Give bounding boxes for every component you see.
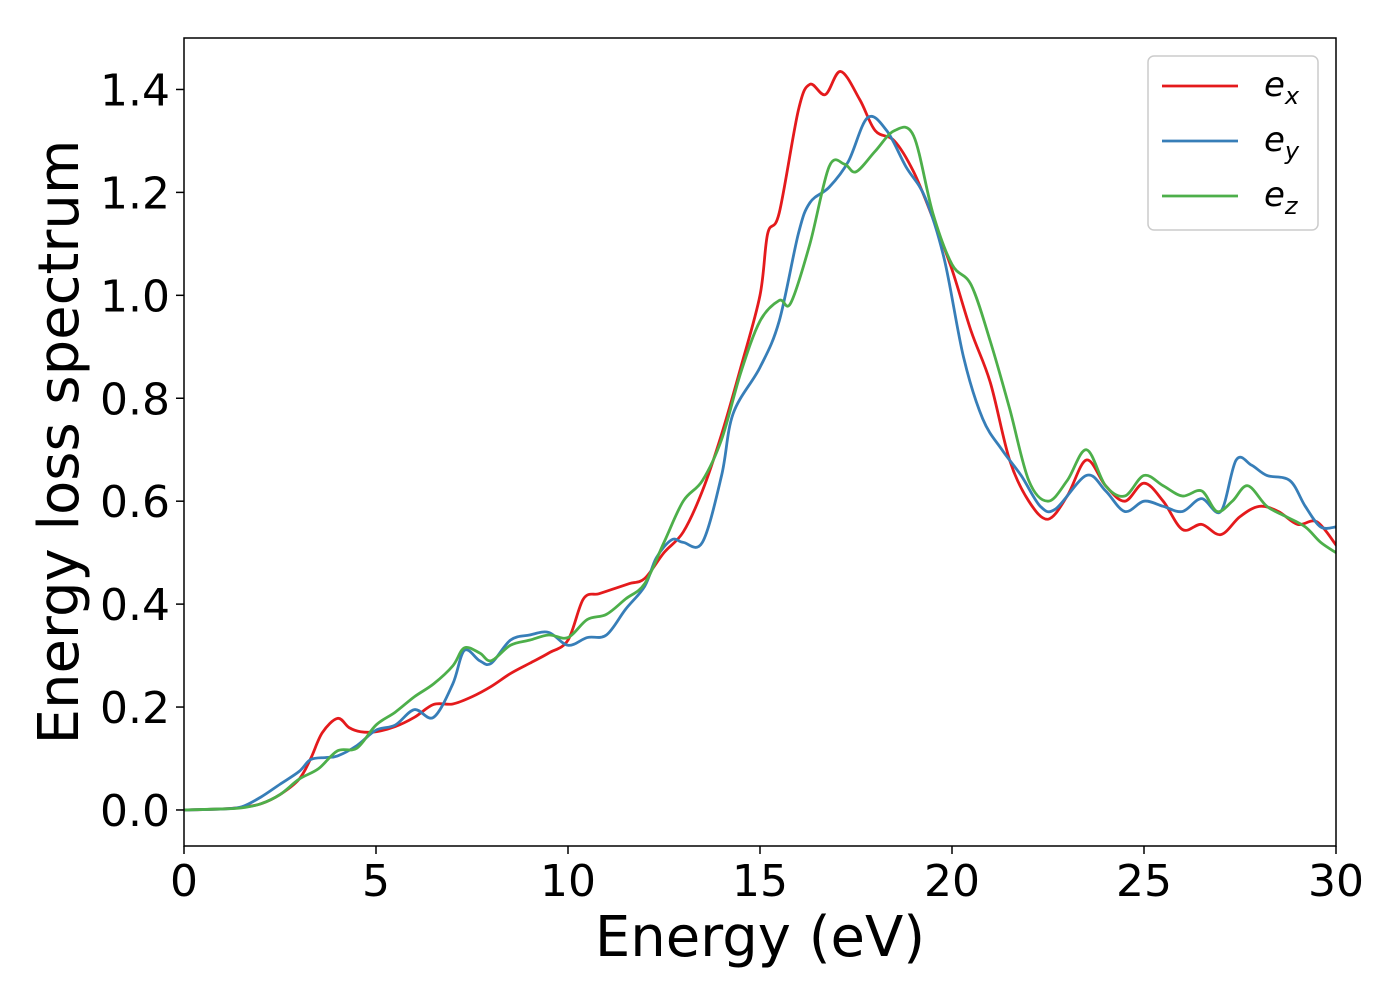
- legend-label-x: ex: [1264, 65, 1300, 110]
- y-tick-label: 1.4: [100, 65, 170, 116]
- y-axis: 0.0 0.2 0.4 0.6 0.8 1.0 1.2 1.4: [100, 65, 184, 837]
- x-axis-label: Energy (eV): [595, 905, 925, 970]
- x-tick-label: 20: [924, 856, 980, 907]
- y-tick-label: 0.8: [100, 374, 170, 425]
- x-tick-label: 5: [362, 856, 390, 907]
- x-tick-label: 0: [170, 856, 198, 907]
- x-axis: 0 5 10 15 20 25 30: [170, 846, 1364, 907]
- y-axis-label: Energy loss spectrum: [27, 140, 92, 745]
- y-tick-label: 0.0: [100, 786, 170, 837]
- legend: ex ey ez: [1147, 55, 1319, 231]
- y-tick-label: 0.4: [100, 580, 170, 631]
- y-tick-label: 1.0: [100, 271, 170, 322]
- legend-label-z: ez: [1264, 175, 1299, 220]
- plot-background: [184, 38, 1336, 846]
- y-tick-label: 0.6: [100, 477, 170, 528]
- x-tick-label: 15: [732, 856, 788, 907]
- x-tick-label: 25: [1116, 856, 1172, 907]
- legend-box: [1147, 55, 1319, 231]
- series-layer: [184, 70, 1336, 812]
- x-tick-label: 30: [1308, 856, 1364, 907]
- x-tick-label: 10: [540, 856, 596, 907]
- y-tick-label: 1.2: [100, 168, 170, 219]
- series-line-z: [184, 125, 1336, 812]
- legend-label-y: ey: [1264, 120, 1300, 165]
- y-tick-label: 0.2: [100, 683, 170, 734]
- series-line-y: [184, 115, 1336, 812]
